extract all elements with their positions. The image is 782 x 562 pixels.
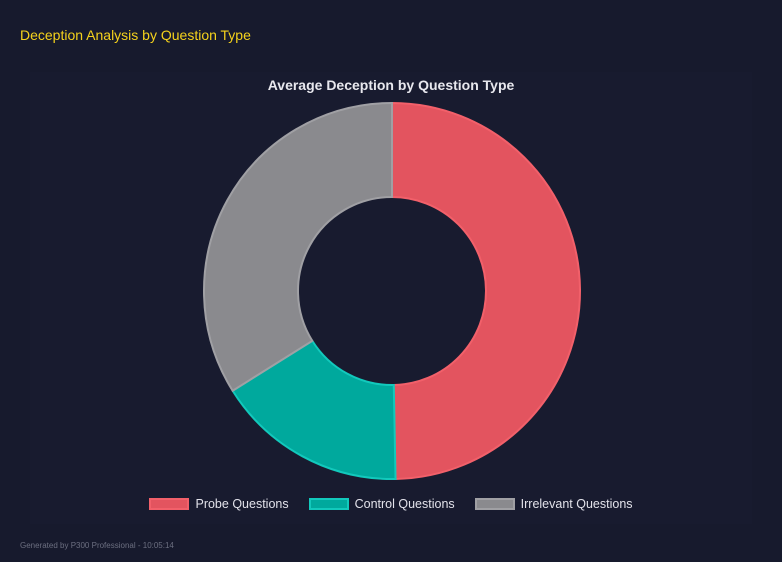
legend-label: Irrelevant Questions bbox=[520, 497, 633, 511]
page-title: Deception Analysis by Question Type bbox=[20, 27, 251, 43]
legend-item[interactable]: Probe Questions bbox=[149, 497, 289, 511]
donut-slice-irrelevant-questions[interactable] bbox=[203, 101, 393, 393]
legend-item[interactable]: Control Questions bbox=[308, 497, 455, 511]
legend-label: Control Questions bbox=[354, 497, 455, 511]
donut-slice-probe-questions[interactable] bbox=[391, 101, 582, 480]
legend-swatch bbox=[149, 498, 190, 510]
chart-title: Average Deception by Question Type bbox=[267, 77, 515, 93]
legend-swatch bbox=[308, 498, 349, 510]
legend-swatch bbox=[474, 498, 515, 510]
chart-legend: Probe Questions Control Questions Irreleva… bbox=[0, 497, 782, 511]
footer-text: Generated by P300 Professional - 10:05:1… bbox=[20, 541, 174, 550]
legend-item[interactable]: Irrelevant Questions bbox=[474, 497, 633, 511]
donut-slice-control-questions[interactable] bbox=[231, 339, 397, 480]
legend-label: Probe Questions bbox=[195, 497, 289, 511]
